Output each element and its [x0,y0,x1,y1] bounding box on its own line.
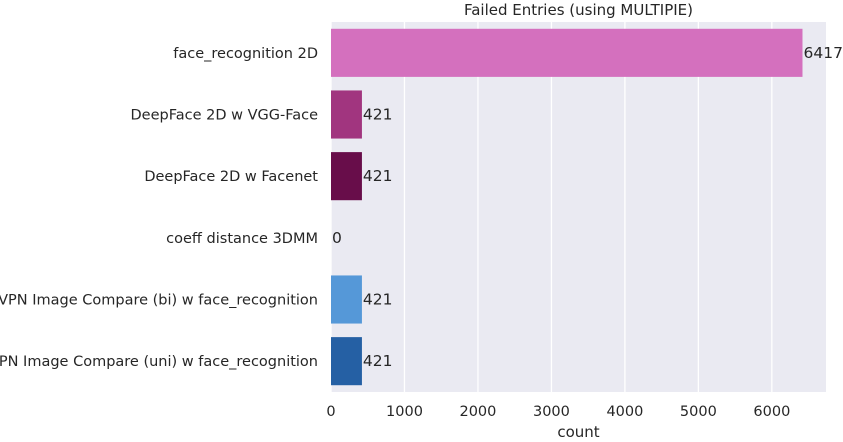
data-label: 6417 [803,44,842,62]
data-label: 421 [363,167,393,185]
y-tick-label: face_recognition 2D [173,46,318,62]
x-axis-label: count [557,423,599,441]
data-labels: 6417 421 421 0 421 421 [332,44,843,370]
bars [331,28,803,386]
chart-title: Failed Entries (using MULTIPIE) [464,1,693,19]
plot-area [331,22,826,392]
x-tick-label: 4000 [606,404,643,420]
x-tick-label: 2000 [459,404,496,420]
y-tick-label: coeff distance 3DMM [166,231,318,247]
data-label: 421 [363,352,393,370]
y-tick-label: VPN Image Compare (uni) w face_recogniti… [0,354,318,370]
y-tick-label: VPN Image Compare (bi) w face_recognitio… [0,293,318,309]
x-tick-label: 1000 [386,404,423,420]
bar [331,275,362,324]
x-tick-labels: 0 1000 2000 3000 4000 5000 6000 [326,404,790,420]
data-label: 0 [332,229,342,247]
x-tick-label: 3000 [533,404,570,420]
x-tick-label: 5000 [680,404,717,420]
y-tick-label: DeepFace 2D w VGG-Face [131,108,319,124]
y-tick-label: DeepFace 2D w Facenet [144,169,318,185]
data-label: 421 [363,291,393,309]
x-tick-label: 0 [326,404,335,420]
y-tick-labels: face_recognition 2D DeepFace 2D w VGG-Fac… [0,46,318,370]
bar [331,337,362,386]
bar [331,28,803,77]
data-label: 421 [363,106,393,124]
bar [331,90,362,139]
bar [331,152,362,201]
x-tick-label: 6000 [753,404,790,420]
gridlines [330,22,773,392]
